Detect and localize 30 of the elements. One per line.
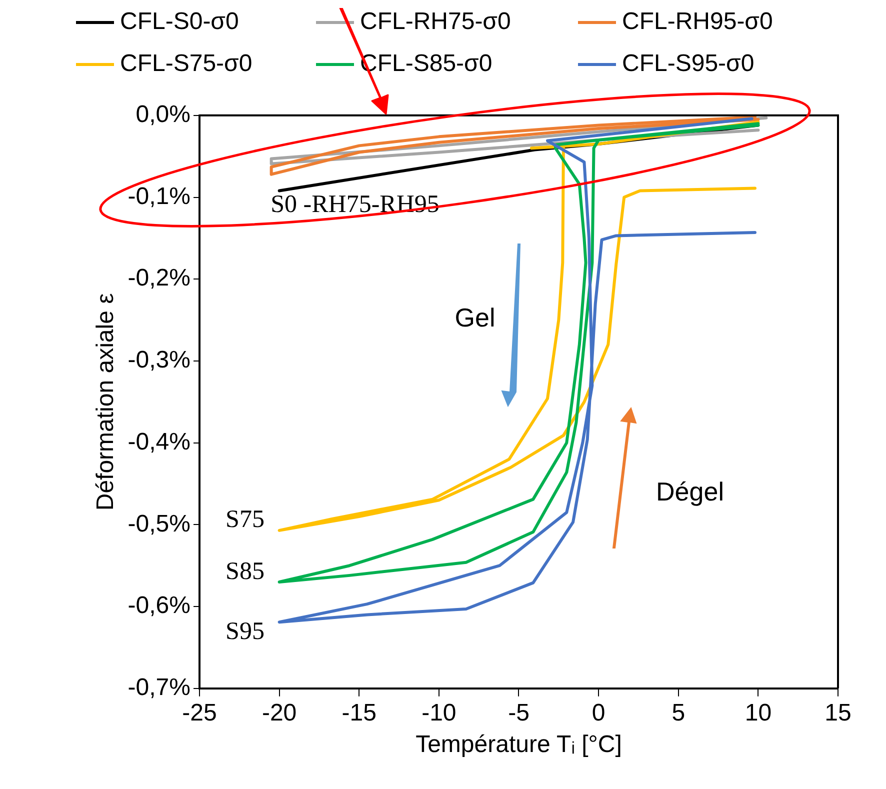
legend-label: CFL-S0-σ0 [120,8,239,36]
x-tick-label: -20 [262,699,297,726]
x-tick-label: -10 [422,699,456,726]
y-tick-label: -0,3% [128,346,190,374]
annotation: S95 [226,618,264,646]
x-tick-label: -5 [508,699,530,726]
x-tick-label: 10 [744,699,772,726]
annotation: S85 [226,558,264,586]
x-axis-title: Température Tᵢ [°C] [416,731,622,758]
x-tick-label: -25 [182,699,217,726]
annotation: Dégel [656,476,724,508]
annotation: S75 [226,506,264,534]
legend-label: CFL-S95-σ0 [622,50,754,78]
x-tick-label: -15 [342,699,376,726]
annotation: S0 -RH75-RH95 [270,191,440,219]
x-tick-label: 0 [592,699,606,726]
legend-label: CFL-RH75-σ0 [360,8,511,36]
y-tick-label: -0,1% [128,182,190,210]
y-tick-label: 0,0% [136,101,190,128]
y-tick-label: -0,2% [128,264,190,292]
y-tick-label: -0,4% [128,428,190,456]
annotation: Gel [454,302,496,334]
y-tick-label: -0,5% [128,510,190,538]
x-tick-label: 5 [672,699,686,726]
legend-label: CFL-S75-σ0 [120,50,252,78]
legend-label: CFL-RH95-σ0 [622,8,773,36]
y-tick-label: -0,7% [128,674,190,702]
y-tick-label: -0,6% [128,592,190,620]
x-tick-label: 15 [824,699,852,726]
y-axis-title: Déformation axiale ε [92,292,120,511]
